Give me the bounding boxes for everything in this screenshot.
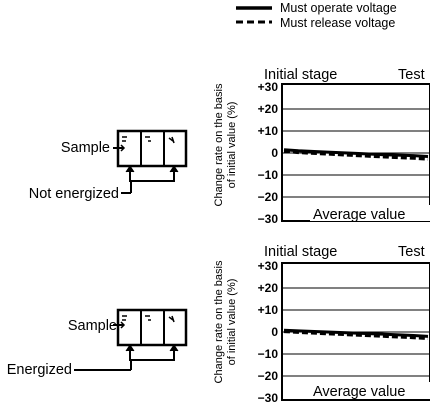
panel-top: Sample Not energized Change rate on the … <box>29 67 430 226</box>
sample-label: Sample <box>61 140 110 156</box>
y-tick-label: −10 <box>258 168 279 182</box>
legend-dashed-label: Must release voltage <box>280 16 395 30</box>
y-tick-label: −30 <box>258 391 279 405</box>
y-tick-label: +20 <box>258 102 279 116</box>
y-tick-label: 0 <box>271 325 278 339</box>
y-tick-label: +30 <box>258 259 279 273</box>
series-line-must-release <box>283 330 429 341</box>
y-tick-label: −10 <box>258 347 279 361</box>
y-tick-label: +10 <box>258 124 279 138</box>
panel-bottom: Sample Energized Change rate on the basi… <box>7 244 430 405</box>
annotation-initial-stage: Initial stage <box>264 244 337 260</box>
y-axis-label-line-1: Change rate on the basis <box>213 260 225 383</box>
annotation-test: Test <box>398 244 425 260</box>
y-tick-label: −20 <box>258 190 279 204</box>
data-series <box>283 148 429 161</box>
legend-solid-label: Must operate voltage <box>280 1 397 15</box>
data-series <box>283 328 429 341</box>
y-tick-labels: +30 +20 +10 0 −10 −20 −30 <box>258 80 279 226</box>
condition-label: Not energized <box>29 186 119 202</box>
y-tick-label: 0 <box>271 146 278 160</box>
series-line-must-release <box>283 149 429 161</box>
y-tick-label: −20 <box>258 369 279 383</box>
annotation-initial-stage: Initial stage <box>264 67 337 83</box>
sample-label: Sample <box>68 318 117 334</box>
y-axis-label-line-2: of initial value (%) <box>226 102 238 189</box>
y-tick-label: +20 <box>258 281 279 295</box>
legend: Must operate voltage Must release voltag… <box>236 1 397 30</box>
relay-schematic-energized: Sample Energized <box>7 308 188 378</box>
y-axis-label-line-1: Change rate on the basis <box>213 83 225 206</box>
y-axis-label-line-2: of initial value (%) <box>226 279 238 366</box>
series-line-must-operate <box>283 148 429 158</box>
annotation-average-value: Average value <box>313 384 405 400</box>
condition-label: Energized <box>7 362 72 378</box>
annotation-test: Test <box>398 67 425 83</box>
y-tick-label: −30 <box>258 212 279 226</box>
average-value-backdrop <box>310 382 430 399</box>
average-value-backdrop <box>310 205 430 221</box>
y-tick-label: +30 <box>258 80 279 94</box>
y-tick-label: +10 <box>258 303 279 317</box>
y-tick-labels: +30 +20 +10 0 −10 −20 −30 <box>258 259 279 405</box>
annotation-average-value: Average value <box>313 207 405 223</box>
relay-schematic-not-energized: Sample Not energized <box>29 129 188 202</box>
